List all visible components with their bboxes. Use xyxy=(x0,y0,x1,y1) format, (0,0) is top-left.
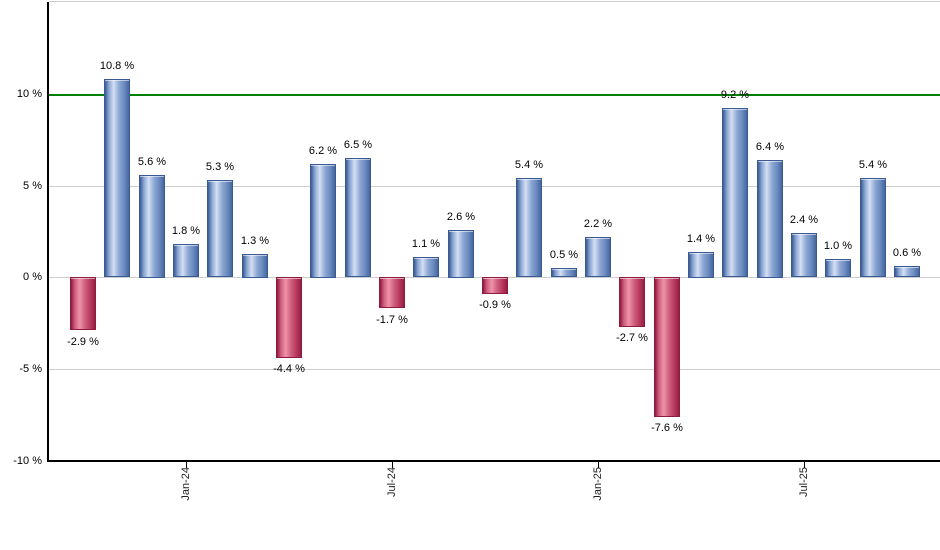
bar-value-label: 1.1 % xyxy=(411,238,441,250)
bar-value-label: 1.4 % xyxy=(686,233,716,245)
x-axis-line xyxy=(47,460,940,462)
plot-top-border xyxy=(49,1,940,2)
bar-value-label: -7.6 % xyxy=(651,422,683,434)
bar-value-label: 0.6 % xyxy=(892,247,922,259)
y-axis-tick-label: -5 % xyxy=(19,363,42,375)
y-axis-tick-label: 0 % xyxy=(23,271,42,283)
bar-Oct-24[interactable] xyxy=(482,277,508,294)
bar-Aug-24[interactable] xyxy=(413,257,439,277)
bar-Apr-24[interactable] xyxy=(276,277,302,358)
bar-Nov-24[interactable] xyxy=(516,178,542,277)
bar-Dec-24[interactable] xyxy=(551,268,577,277)
bar-value-label: 9.2 % xyxy=(720,89,750,101)
x-axis-tick-label: Jul-24 xyxy=(386,467,398,497)
bar-Sep-25[interactable] xyxy=(860,178,886,277)
bar-value-label: 6.2 % xyxy=(308,145,338,157)
bar-Aug-25[interactable] xyxy=(825,259,851,277)
bar-Jun-25[interactable] xyxy=(757,160,783,278)
x-axis-tick xyxy=(392,462,393,468)
x-axis-tick xyxy=(598,462,599,468)
bar-Jul-24[interactable] xyxy=(379,277,405,308)
x-axis-tick-label: Jan-24 xyxy=(180,467,192,501)
bar-Jun-24[interactable] xyxy=(345,158,371,277)
bar-Feb-25[interactable] xyxy=(619,277,645,327)
x-axis-tick-label: Jul-25 xyxy=(798,467,810,497)
bar-Mar-25[interactable] xyxy=(654,277,680,417)
bar-Oct-23[interactable] xyxy=(70,277,96,330)
bar-Dec-23[interactable] xyxy=(139,175,165,278)
bar-Apr-25[interactable] xyxy=(688,252,714,278)
y-axis-tick-label: -10 % xyxy=(13,455,42,467)
y-axis-tick-label: 5 % xyxy=(23,180,42,192)
bar-Oct-25[interactable] xyxy=(894,266,920,277)
reference-line-10pct xyxy=(49,94,940,96)
bar-value-label: 2.4 % xyxy=(789,214,819,226)
bar-May-25[interactable] xyxy=(722,108,748,277)
bar-Mar-24[interactable] xyxy=(242,254,268,278)
bar-value-label: 1.0 % xyxy=(823,240,853,252)
bar-value-label: 2.6 % xyxy=(446,211,476,223)
x-axis-tick-label: Jan-25 xyxy=(592,467,604,501)
bar-Jan-25[interactable] xyxy=(585,237,611,277)
bar-value-label: 2.2 % xyxy=(583,218,613,230)
gridline xyxy=(49,369,940,370)
gridline xyxy=(49,186,940,187)
bar-Jan-24[interactable] xyxy=(173,244,199,277)
bar-May-24[interactable] xyxy=(310,164,336,278)
y-axis-tick-label: 10 % xyxy=(16,88,42,100)
bar-value-label: 5.6 % xyxy=(137,156,167,168)
bar-value-label: -2.7 % xyxy=(616,332,648,344)
bar-Sep-24[interactable] xyxy=(448,230,474,278)
bar-value-label: 1.3 % xyxy=(240,235,270,247)
bar-value-label: 10.8 % xyxy=(99,60,135,72)
bar-value-label: 0.5 % xyxy=(549,249,579,261)
bar-Jul-25[interactable] xyxy=(791,233,817,277)
bar-value-label: 5.3 % xyxy=(205,161,235,173)
bar-value-label: -4.4 % xyxy=(273,363,305,375)
bar-value-label: 5.4 % xyxy=(858,159,888,171)
x-axis-tick xyxy=(804,462,805,468)
x-axis-tick xyxy=(186,462,187,468)
bar-value-label: 6.4 % xyxy=(755,141,785,153)
bar-value-label: 1.8 % xyxy=(171,225,201,237)
bar-value-label: -1.7 % xyxy=(376,314,408,326)
bar-value-label: 6.5 % xyxy=(343,139,373,151)
bar-value-label: 5.4 % xyxy=(514,159,544,171)
bar-Nov-23[interactable] xyxy=(104,79,130,277)
bar-Feb-24[interactable] xyxy=(207,180,233,277)
y-axis-line xyxy=(47,2,49,462)
bar-value-label: -2.9 % xyxy=(67,336,99,348)
bar-value-label: -0.9 % xyxy=(479,299,511,311)
